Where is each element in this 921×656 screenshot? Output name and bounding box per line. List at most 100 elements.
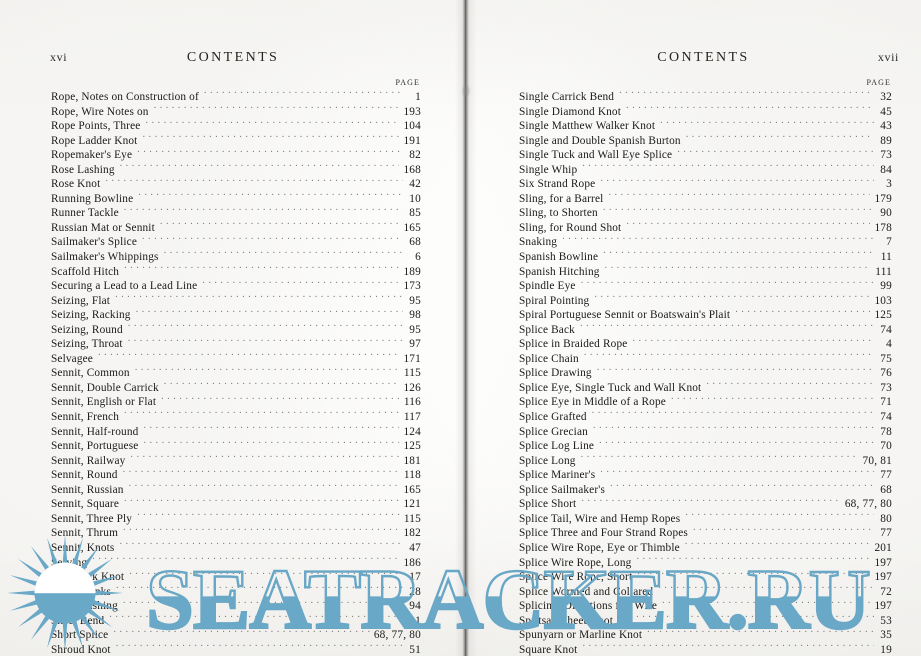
index-entry: Rope, Wire Notes on 193 [51, 103, 421, 118]
index-entry-page-number: 173 [403, 280, 421, 293]
index-entry-title: Splice Tail, Wire and Hemp Ropes [519, 512, 681, 525]
index-entry: Splice Tail, Wire and Hemp Ropes 80 [519, 510, 892, 525]
index-entry: Splicing, Directions for, Wire 197 [519, 597, 892, 612]
leader-dots [136, 306, 403, 318]
index-entry-title: Sheer Lashing [51, 600, 118, 613]
index-entry: Splice Sailmaker's 68 [519, 481, 892, 496]
index-entry-page-number: 182 [403, 527, 421, 540]
leader-dots [161, 393, 400, 405]
index-entry-title: Splice Short [519, 498, 577, 511]
index-entry-page-number: 116 [403, 396, 421, 409]
index-entry: Sennit, Round 118 [51, 466, 421, 481]
leader-dots [145, 117, 399, 129]
index-entry: Sennit, Knots47 [51, 539, 421, 554]
left-folio: xvi [50, 50, 68, 64]
index-entry: Sennit, Thrum 182 [51, 524, 421, 539]
index-entry-page-number: 75 [880, 352, 892, 365]
index-entry: Spanish Bowline 11 [519, 248, 892, 263]
index-entry-page-number: 197 [874, 571, 892, 584]
leader-dots [124, 495, 399, 507]
index-entry-page-number: 68, 77, 80 [373, 629, 421, 642]
index-entry-title: Sennit, Half-round [51, 425, 139, 438]
index-entry: Single Whip 84 [519, 161, 892, 176]
index-entry-title: Rose Lashing [51, 163, 115, 176]
index-entry-title: Shroud Knot [51, 643, 111, 656]
leader-dots [105, 175, 403, 187]
index-entry-page-number: 73 [880, 149, 892, 162]
index-entry-title: Sheepshanks [51, 585, 112, 598]
leader-dots [693, 524, 874, 536]
leader-dots [164, 248, 403, 260]
index-entry-page-number: 97 [409, 338, 421, 351]
index-entry-title: Splice Eye, Single Tuck and Wall Knot [519, 381, 702, 394]
index-entry-title: Single Matthew Walker Knot [519, 120, 656, 133]
index-entry-page-number: 90 [880, 207, 892, 220]
index-entry-page-number: 124 [403, 425, 421, 438]
index-entry-page-number: 7 [886, 236, 892, 249]
index-entry-title: Splice Mariner's [519, 469, 596, 482]
index-entry-title: Splice Three and Four Strand Ropes [519, 527, 688, 540]
right-folio: xvii [877, 50, 899, 64]
leader-dots [599, 437, 874, 449]
index-entry: Sennit, Half-round 124 [51, 423, 421, 438]
index-entry-title: Spindle Eye [519, 280, 576, 293]
index-entry-title: Securing a Lead to a Lead Line [51, 280, 198, 293]
leader-dots [735, 306, 870, 318]
index-entry-page-number: 78 [880, 425, 892, 438]
index-entry-title: Sennit, Portuguese [51, 440, 139, 453]
index-entry: Sennit, Three Ply 115 [51, 510, 421, 525]
index-entry-title: Sling, for Round Shot [519, 221, 622, 234]
index-entry-page-number: 10 [409, 192, 421, 205]
index-entry-title: Splice Sailmaker's [519, 483, 605, 496]
leader-dots [632, 335, 874, 347]
index-entry: Splice Grafted 74 [519, 408, 892, 423]
index-entry-title: Sennit, Railway [51, 454, 126, 467]
index-entry: Rope, Notes on Construction of 1 [51, 88, 421, 103]
index-entry-page-number: 53 [880, 614, 892, 627]
index-entry-page-number: 197 [874, 556, 892, 569]
index-entry-page-number: 171 [403, 352, 421, 365]
index-entry-title: Seizing, Round [51, 323, 123, 336]
index-entry-title: Runner Tackle [51, 207, 119, 220]
index-entry-page-number: 4 [886, 338, 892, 351]
index-entry: Splice Long 70, 81 [519, 452, 892, 467]
index-entry-page-number: 117 [403, 411, 421, 424]
index-entry-page-number: 74 [880, 323, 892, 336]
index-entry: Short Splice 68, 77, 80 [51, 626, 421, 641]
leader-dots [581, 495, 840, 507]
leader-dots [160, 219, 400, 231]
index-entry-page-number: 125 [403, 440, 421, 453]
index-entry-title: Single Diamond Knot [519, 105, 622, 118]
leader-dots [123, 597, 403, 609]
index-entry: Single Carrick Bend 32 [519, 88, 892, 103]
leader-dots [636, 554, 870, 566]
index-entry-page-number: 73 [880, 381, 892, 394]
index-entry-page-number: 115 [403, 367, 421, 380]
leader-dots [597, 364, 874, 376]
index-entry-page-number: 168 [403, 163, 421, 176]
index-entry-page-number: 104 [403, 120, 421, 133]
leader-dots [618, 612, 874, 624]
leader-dots [143, 437, 399, 449]
right-index-list: Single Carrick Bend32 Single Diamond Knot… [519, 88, 892, 656]
index-entry: Rose Lashing 168 [51, 161, 421, 176]
right-page-column-caption: PAGE [866, 78, 891, 87]
index-entry: Scaffold Hitch 189 [51, 263, 421, 278]
leader-dots [626, 103, 874, 115]
leader-dots [129, 568, 403, 580]
leader-dots [660, 117, 874, 129]
index-entry-page-number: 72 [880, 585, 892, 598]
index-entry-title: Russian Mat or Sennit [51, 221, 155, 234]
index-entry-page-number: 45 [880, 105, 892, 118]
leader-dots [143, 423, 399, 435]
index-entry: Ropemaker's Eye 82 [51, 146, 421, 161]
index-entry: Splice Chain 75 [519, 350, 892, 365]
index-entry-title: Splice Wormed and Collared [519, 585, 654, 598]
leader-dots [603, 248, 874, 260]
index-entry: Sennit, English or Flat 116 [51, 393, 421, 408]
leader-dots [677, 146, 874, 158]
index-entry-title: Sennit, Common [51, 367, 130, 380]
left-index-list: Rope, Notes on Construction of1Rope, Wir… [51, 88, 421, 656]
index-entry: Spindle Eye 99 [519, 277, 892, 292]
leader-dots [135, 364, 400, 376]
